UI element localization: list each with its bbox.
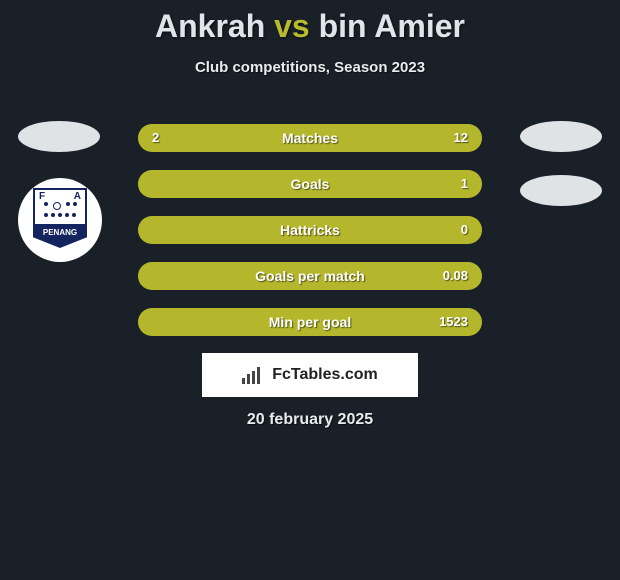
comparison-row: 0Hattricks (138, 216, 482, 244)
subtitle: Club competitions, Season 2023 (0, 59, 620, 76)
player-right-name: bin Amier (319, 8, 465, 44)
comparison-row: 1523Min per goal (138, 308, 482, 336)
comparison-bars: 212Matches 1Goals 0Hattricks 0.08Goals per … (138, 124, 482, 354)
team-logo-placeholder-right-2 (520, 175, 602, 206)
attribution-text: FcTables.com (272, 366, 378, 384)
vs-separator: vs (274, 8, 310, 44)
bar-metric-label: Hattricks (138, 216, 482, 244)
bar-metric-label: Goals (138, 170, 482, 198)
comparison-row: 0.08Goals per match (138, 262, 482, 290)
team-logo-placeholder-right-1 (520, 121, 602, 152)
bar-metric-label: Goals per match (138, 262, 482, 290)
bar-chart-icon (242, 366, 264, 384)
bar-metric-label: Min per goal (138, 308, 482, 336)
comparison-row: 1Goals (138, 170, 482, 198)
shield-icon: PENANG (33, 188, 87, 252)
bar-metric-label: Matches (138, 124, 482, 152)
page-title: Ankrah vs bin Amier (0, 0, 620, 45)
attribution-banner: FcTables.com (202, 353, 418, 397)
team-badge-left: PENANG (18, 178, 102, 262)
comparison-row: 212Matches (138, 124, 482, 152)
shield-banner-text: PENANG (33, 224, 87, 248)
team-logo-placeholder-left-1 (18, 121, 100, 152)
date-label: 20 february 2025 (0, 411, 620, 429)
player-left-name: Ankrah (155, 8, 265, 44)
